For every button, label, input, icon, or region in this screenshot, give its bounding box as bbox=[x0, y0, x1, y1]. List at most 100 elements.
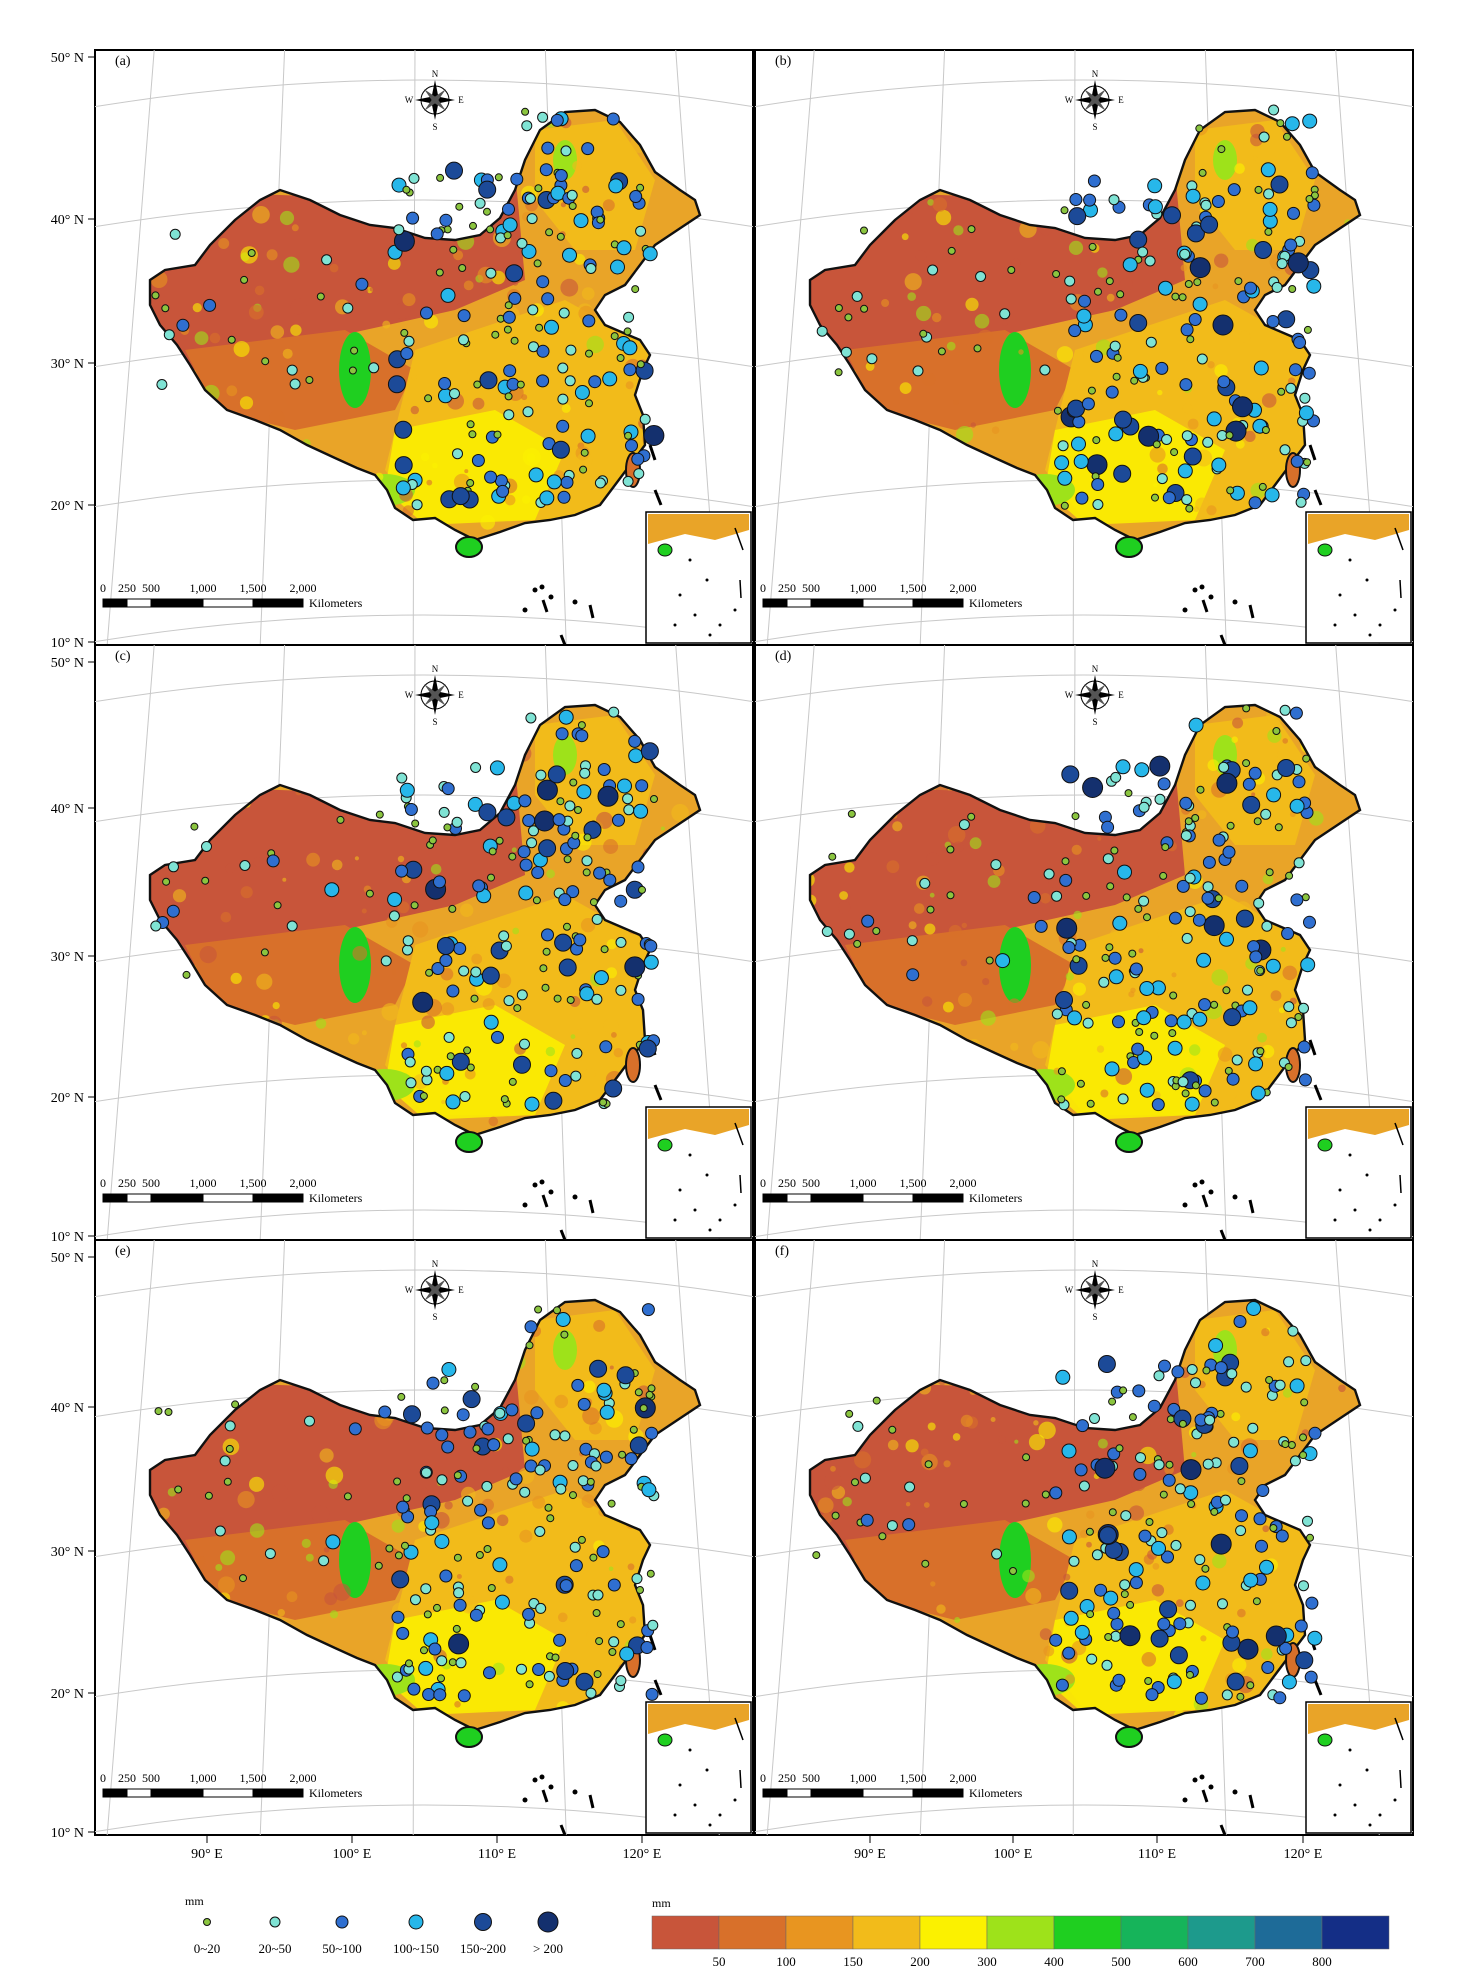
station-dot bbox=[866, 353, 878, 365]
station-dot bbox=[1109, 340, 1121, 352]
station-dot bbox=[1068, 1555, 1080, 1567]
station-dot bbox=[593, 866, 607, 880]
station-dot bbox=[489, 760, 505, 776]
station-dot bbox=[348, 366, 357, 375]
station-dot bbox=[624, 956, 646, 978]
station-dot bbox=[1184, 872, 1196, 884]
station-dot bbox=[1110, 1617, 1124, 1631]
station-dot bbox=[1204, 1414, 1216, 1426]
station-dot bbox=[599, 1098, 608, 1107]
station-dot bbox=[1186, 335, 1195, 344]
station-dot bbox=[404, 803, 418, 816]
station-dot bbox=[599, 1450, 613, 1464]
station-dot bbox=[1221, 1689, 1233, 1701]
station-dot bbox=[557, 393, 569, 405]
station-dot bbox=[1144, 255, 1156, 267]
station-dot bbox=[1198, 998, 1212, 1012]
station-dot bbox=[1043, 868, 1055, 880]
station-dot bbox=[1214, 894, 1223, 903]
station-dot bbox=[1159, 871, 1168, 880]
station-dot bbox=[522, 406, 534, 418]
station-dot bbox=[1250, 1085, 1266, 1101]
station-dot bbox=[544, 1503, 553, 1512]
station-dot bbox=[1124, 789, 1133, 798]
station-dot bbox=[554, 933, 573, 952]
station-dot bbox=[500, 1095, 509, 1104]
station-dot bbox=[967, 812, 976, 821]
station-dot bbox=[1074, 1624, 1090, 1640]
station-dot bbox=[470, 966, 482, 978]
station-dot bbox=[420, 1646, 428, 1655]
station-dot bbox=[560, 475, 574, 489]
station-dot bbox=[551, 440, 570, 459]
station-dot bbox=[510, 172, 524, 186]
station-dot bbox=[566, 885, 580, 899]
station-dot bbox=[428, 836, 437, 845]
station-dot bbox=[1052, 270, 1061, 278]
station-dot bbox=[420, 1065, 432, 1077]
latitude-label: 20° N bbox=[51, 1091, 84, 1106]
station-dot bbox=[1192, 1011, 1208, 1027]
scale-tick: 1,000 bbox=[850, 1176, 877, 1190]
station-dot bbox=[1217, 1598, 1228, 1610]
station-dot bbox=[1102, 853, 1114, 865]
station-dot bbox=[1295, 1651, 1314, 1670]
station-dot bbox=[1303, 325, 1312, 334]
station-dot bbox=[1116, 290, 1125, 299]
station-dot bbox=[554, 169, 568, 182]
station-dot bbox=[622, 475, 634, 487]
station-dot bbox=[1179, 248, 1191, 260]
compass-e: E bbox=[1118, 690, 1124, 700]
station-dot bbox=[1235, 909, 1254, 928]
station-dot bbox=[634, 1388, 643, 1397]
station-dot bbox=[1235, 1509, 1248, 1523]
station-dot bbox=[591, 993, 603, 1005]
station-dot bbox=[1055, 1678, 1069, 1692]
station-dot bbox=[1085, 1527, 1094, 1536]
station-dot bbox=[1300, 1355, 1312, 1367]
station-dot bbox=[1007, 266, 1016, 274]
station-dot bbox=[1281, 1674, 1297, 1690]
station-dot bbox=[638, 1039, 657, 1058]
station-dot bbox=[1132, 363, 1148, 379]
station-dot bbox=[628, 748, 644, 764]
station-dot bbox=[1289, 706, 1303, 720]
station-dot bbox=[1094, 1583, 1108, 1597]
station-dot bbox=[1212, 833, 1226, 847]
station-dot bbox=[569, 778, 578, 787]
station-dot bbox=[1145, 1518, 1154, 1526]
station-dot bbox=[169, 228, 181, 240]
station-dot bbox=[1212, 314, 1234, 336]
station-dot bbox=[553, 1306, 561, 1315]
station-dot bbox=[592, 1589, 604, 1601]
station-dot bbox=[1274, 823, 1283, 832]
station-dot bbox=[1214, 1361, 1228, 1375]
station-dot bbox=[919, 877, 931, 889]
station-dot bbox=[394, 420, 413, 439]
station-dot bbox=[816, 325, 828, 337]
station-dot bbox=[615, 936, 627, 948]
station-dot bbox=[1185, 1599, 1196, 1611]
station-dot bbox=[617, 778, 632, 794]
station-dot bbox=[1108, 194, 1120, 206]
station-dot bbox=[1134, 904, 1143, 913]
station-dot bbox=[1186, 1670, 1194, 1679]
station-dot bbox=[1299, 1433, 1307, 1442]
station-dot bbox=[1240, 1381, 1252, 1393]
station-dot bbox=[635, 779, 649, 793]
station-dot bbox=[1112, 372, 1121, 381]
panel-label: (e) bbox=[115, 1244, 131, 1259]
latitude-label: 10° N bbox=[51, 1230, 84, 1245]
station-dot bbox=[1145, 1688, 1159, 1702]
station-dot bbox=[1292, 775, 1306, 789]
station-dot bbox=[859, 1472, 871, 1484]
station-dot bbox=[1173, 1617, 1187, 1631]
station-markers bbox=[151, 107, 665, 511]
station-dot bbox=[1041, 1490, 1050, 1499]
raster-legend-label: 800 bbox=[1312, 1954, 1332, 1969]
station-dot bbox=[318, 1555, 330, 1567]
station-dot bbox=[1281, 1440, 1290, 1449]
